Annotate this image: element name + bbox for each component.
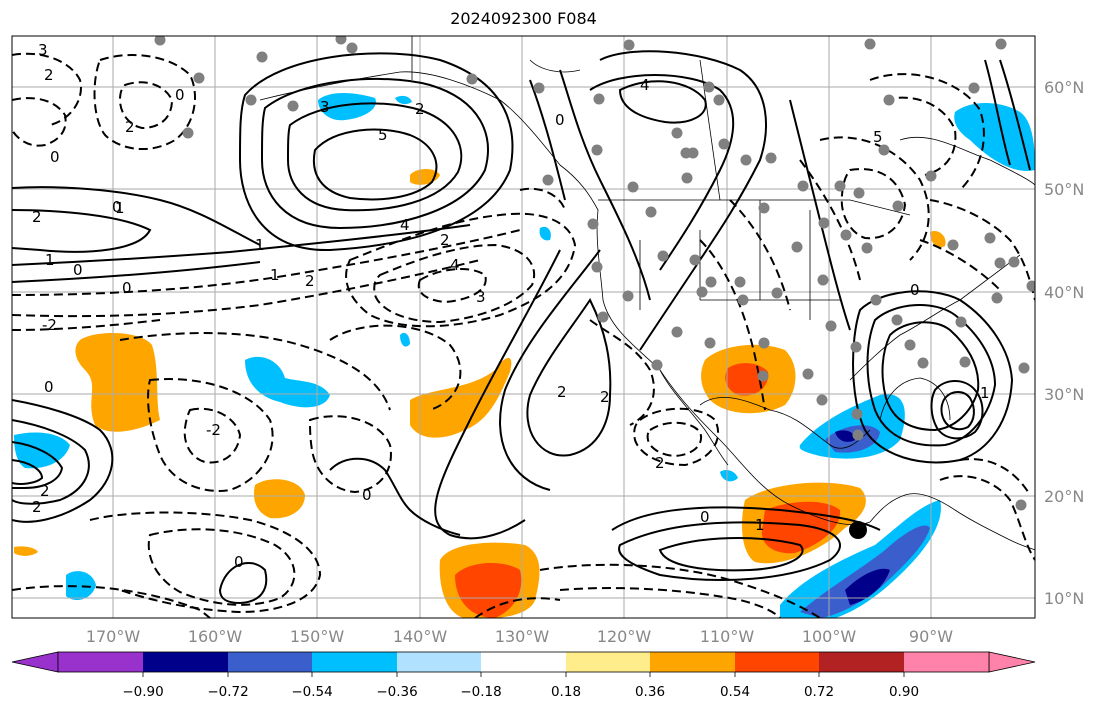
highlight-marker: [849, 521, 867, 539]
contour-label: 0: [700, 508, 710, 526]
contour-labels: 3 2 2 0 0 1 2 1 1 3 2 5 4 2 0 1 0 -2 0 2…: [32, 41, 990, 571]
lon-tick-label: 160°W: [188, 627, 243, 646]
lon-tick-label: 130°W: [495, 627, 550, 646]
contour-label: 0: [122, 279, 132, 297]
lat-tick-label: 60°N: [1044, 78, 1084, 97]
colorbar-ticks: [142, 672, 905, 677]
longitude-axis: 170°W 160°W 150°W 140°W 130°W 120°W 110°…: [86, 627, 953, 646]
lon-tick-label: 100°W: [802, 627, 857, 646]
map-panel[interactable]: 3 2 2 0 0 1 2 1 1 3 2 5 4 2 0 1 0 -2 0 2…: [12, 34, 1038, 620]
solid-contours: [12, 50, 1031, 605]
contour-label: 0: [555, 111, 565, 129]
colorbar-label: −0.90: [122, 684, 163, 700]
lon-tick-label: 90°W: [909, 627, 953, 646]
colorbar: −0.90 −0.72 −0.54 −0.36 −0.18 0.18 0.36 …: [11, 651, 1036, 700]
contour-label: 0: [234, 553, 244, 571]
colorbar-segment: [143, 652, 228, 672]
contour-label: 2: [40, 482, 50, 500]
colorbar-label: 0.72: [804, 684, 834, 700]
map-title: 2024092300 F084: [450, 9, 597, 28]
contour-label: 1: [980, 384, 990, 402]
contour-label: 1: [115, 199, 125, 217]
contour-label: 2: [440, 231, 450, 249]
colorbar-label: 0.90: [889, 684, 919, 700]
contour-label: 3: [38, 41, 48, 59]
contour-label: 5: [873, 128, 883, 146]
colorbar-extend-min: [11, 651, 59, 673]
contour-label: 0: [44, 378, 54, 396]
contour-label: 0: [112, 198, 122, 216]
contour-label: 0: [73, 261, 83, 279]
colorbar-label: −0.36: [376, 684, 417, 700]
coastlines-and-borders: [259, 36, 1035, 551]
colorbar-segment: [735, 652, 819, 672]
contour-label: 2: [32, 498, 42, 516]
colorbar-label: −0.18: [460, 684, 501, 700]
colorbar-segment: [904, 652, 989, 672]
colorbar-label: 0.18: [551, 684, 581, 700]
contour-label: 1: [755, 516, 765, 534]
colorbar-segment: [650, 652, 735, 672]
contour-label: 1: [45, 251, 55, 269]
contour-label: 2: [415, 100, 425, 118]
colorbar-segment: [228, 652, 312, 672]
contour-label: 2: [655, 454, 665, 472]
colorbar-segment: [481, 652, 566, 672]
contour-label: -2: [206, 421, 221, 439]
contour-label: -2: [42, 316, 57, 334]
lon-tick-label: 140°W: [393, 627, 448, 646]
map-background: [12, 36, 1035, 618]
colorbar-segment: [566, 652, 650, 672]
colorbar-outline: [57, 651, 990, 673]
contour-label: 2: [305, 272, 315, 290]
contour-label: 0: [175, 86, 185, 104]
lon-tick-label: 150°W: [290, 627, 345, 646]
map-frame: [11, 35, 1036, 619]
contour-label: 0: [910, 281, 920, 299]
colorbar-label: −0.54: [291, 684, 332, 700]
lat-tick-label: 20°N: [1044, 487, 1084, 506]
colorbar-extend-max: [988, 651, 1036, 673]
colorbar-segment: [312, 652, 397, 672]
colorbar-segment: [397, 652, 481, 672]
dashed-contours: [12, 52, 1035, 618]
contour-label: 0: [50, 148, 60, 166]
lat-tick-label: 30°N: [1044, 385, 1084, 404]
lat-tick-label: 50°N: [1044, 180, 1084, 199]
lat-tick-label: 40°N: [1044, 283, 1084, 302]
contour-label: 2: [600, 388, 610, 406]
contour-label: 2: [557, 383, 567, 401]
contour-label: 2: [32, 208, 42, 226]
colorbar-segment: [58, 652, 143, 672]
latitude-axis: 60°N 50°N 40°N 30°N 20°N 10°N: [1044, 78, 1084, 608]
contour-label: 4: [400, 216, 410, 234]
contour-label: 4: [640, 76, 650, 94]
station-markers: [154, 36, 1035, 511]
contour-label: 4: [450, 256, 460, 274]
colorbar-segment: [819, 652, 904, 672]
colorbar-label: 0.36: [635, 684, 665, 700]
contour-label: 0: [362, 486, 372, 504]
contour-label: 1: [270, 266, 280, 284]
positive-anomaly-shading: [14, 168, 946, 618]
colorbar-label: −0.72: [207, 684, 248, 700]
contour-label: 3: [320, 98, 330, 116]
lon-tick-label: 170°W: [86, 627, 141, 646]
colorbar-label: 0.54: [720, 684, 750, 700]
lon-tick-label: 110°W: [700, 627, 755, 646]
contour-label: 2: [125, 118, 135, 136]
lon-tick-label: 120°W: [597, 627, 652, 646]
lat-tick-label: 10°N: [1044, 589, 1084, 608]
contour-label: 2: [44, 66, 54, 84]
contour-label: 1: [255, 236, 265, 254]
contour-label: 3: [476, 288, 486, 306]
contour-label: 5: [378, 126, 388, 144]
